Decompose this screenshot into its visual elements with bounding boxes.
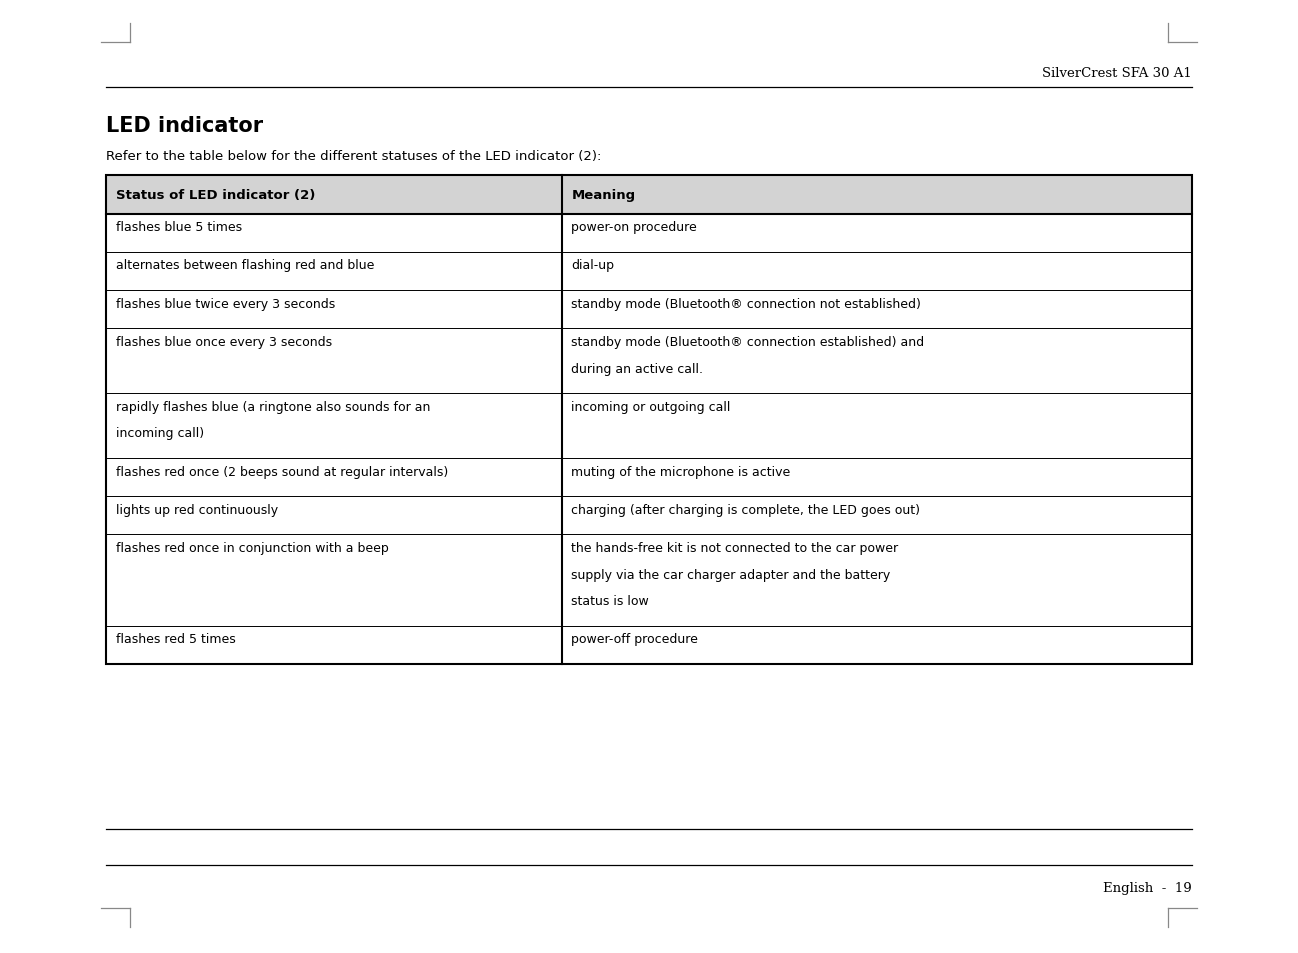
Text: standby mode (Bluetooth® connection not established): standby mode (Bluetooth® connection not … bbox=[571, 297, 922, 311]
Text: Meaning: Meaning bbox=[571, 189, 636, 202]
Text: the hands-free kit is not connected to the car power: the hands-free kit is not connected to t… bbox=[571, 541, 898, 555]
Text: SilverCrest SFA 30 A1: SilverCrest SFA 30 A1 bbox=[1042, 67, 1192, 80]
Text: flashes blue twice every 3 seconds: flashes blue twice every 3 seconds bbox=[116, 297, 335, 311]
Text: dial-up: dial-up bbox=[571, 259, 614, 273]
Text: English  -  19: English - 19 bbox=[1103, 882, 1192, 895]
Text: incoming call): incoming call) bbox=[116, 427, 204, 440]
Text: flashes red once in conjunction with a beep: flashes red once in conjunction with a b… bbox=[116, 541, 388, 555]
Text: supply via the car charger adapter and the battery: supply via the car charger adapter and t… bbox=[571, 568, 890, 581]
Bar bbox=[106, 176, 1192, 214]
Text: power-on procedure: power-on procedure bbox=[571, 221, 697, 234]
Text: standby mode (Bluetooth® connection established) and: standby mode (Bluetooth® connection esta… bbox=[571, 335, 924, 349]
Text: rapidly flashes blue (a ringtone also sounds for an: rapidly flashes blue (a ringtone also so… bbox=[116, 400, 430, 414]
Text: status is low: status is low bbox=[571, 595, 649, 608]
Text: during an active call.: during an active call. bbox=[571, 362, 704, 375]
Text: charging (after charging is complete, the LED goes out): charging (after charging is complete, th… bbox=[571, 503, 920, 517]
Text: alternates between flashing red and blue: alternates between flashing red and blue bbox=[116, 259, 374, 273]
Text: incoming or outgoing call: incoming or outgoing call bbox=[571, 400, 731, 414]
Text: flashes blue 5 times: flashes blue 5 times bbox=[116, 221, 241, 234]
Text: flashes blue once every 3 seconds: flashes blue once every 3 seconds bbox=[116, 335, 332, 349]
Text: lights up red continuously: lights up red continuously bbox=[116, 503, 278, 517]
Text: muting of the microphone is active: muting of the microphone is active bbox=[571, 465, 790, 478]
Text: flashes red 5 times: flashes red 5 times bbox=[116, 633, 235, 646]
Text: LED indicator: LED indicator bbox=[106, 116, 263, 136]
Text: Status of LED indicator (2): Status of LED indicator (2) bbox=[116, 189, 315, 202]
Bar bbox=[106, 176, 1192, 664]
Text: power-off procedure: power-off procedure bbox=[571, 633, 698, 646]
Text: flashes red once (2 beeps sound at regular intervals): flashes red once (2 beeps sound at regul… bbox=[116, 465, 448, 478]
Text: Refer to the table below for the different statuses of the LED indicator (2):: Refer to the table below for the differe… bbox=[106, 150, 602, 163]
